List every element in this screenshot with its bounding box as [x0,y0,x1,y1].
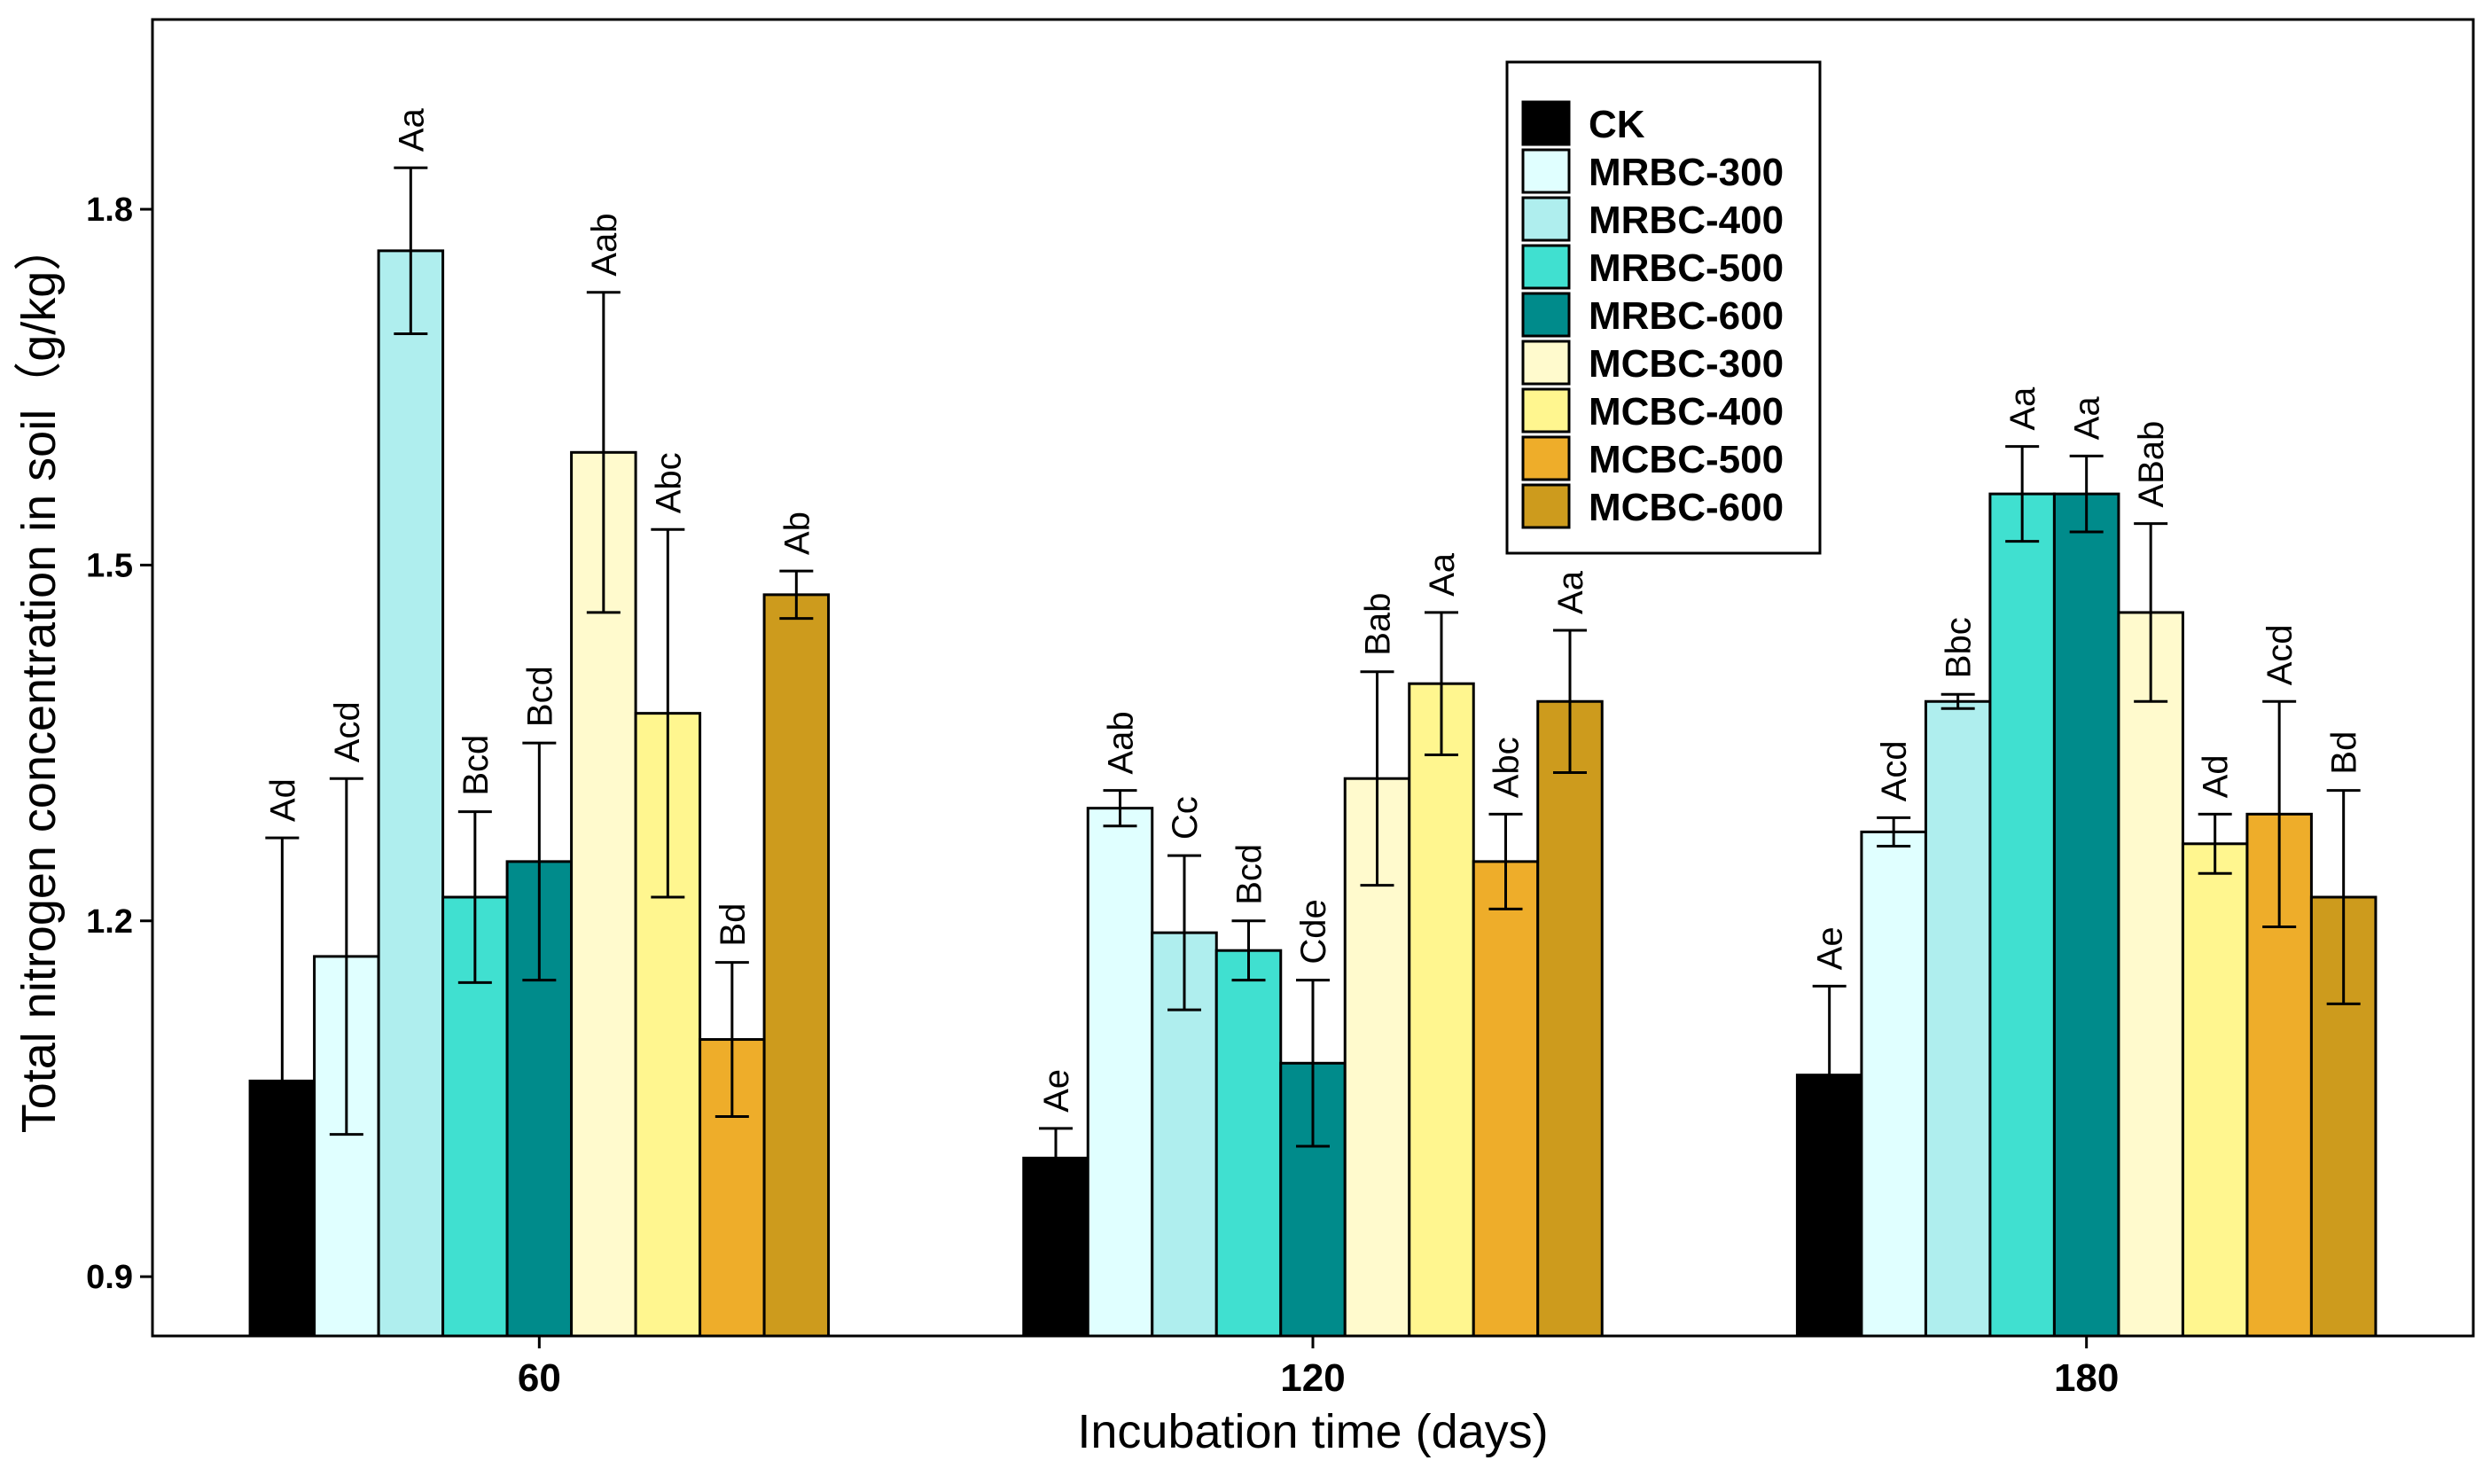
bar [377,249,445,1338]
legend-swatch [1521,148,1571,194]
error-bars-layer [265,166,2361,1326]
legend-swatch [1521,196,1571,242]
bar [1860,830,1927,1338]
bar [762,593,831,1338]
legend-label: MRBC-600 [1589,294,1784,338]
legend-label: MCBC-300 [1589,342,1784,386]
bar [2181,842,2249,1338]
bar [441,895,509,1338]
significance-label: Ad [2197,754,2236,798]
y-tick-label: 1.2 [86,903,133,941]
legend-label: MCBC-400 [1589,390,1784,433]
significance-label: Cc [1166,796,1205,840]
significance-label: Aab [585,214,624,277]
bar [1472,860,1540,1338]
bar [2117,611,2184,1338]
legend-swatch [1521,435,1571,481]
bar [1536,699,1604,1338]
bar [699,1038,766,1338]
legend-label: MRBC-300 [1589,151,1784,194]
bar [1988,492,2056,1338]
legend-label: MCBC-600 [1589,486,1784,529]
bar [1924,699,1992,1338]
significance-label: Ab [777,512,816,555]
legend-label: MRBC-400 [1589,199,1784,242]
bar [1151,931,1218,1338]
y-tick-label: 1.5 [86,547,133,584]
significance-label: Bd [714,903,753,947]
significance-label: Ad [263,778,302,822]
significance-label: Bd [2325,731,2364,775]
legend-label: MCBC-500 [1589,438,1784,481]
significance-label: Cde [1294,899,1333,964]
x-axis: 60 120 180 [518,1336,2119,1400]
significance-label: Aab [1102,711,1141,774]
legend-swatch [1521,244,1571,290]
significance-label: Acd [1875,740,1914,801]
x-axis-title: Incubation time (days) [1077,1405,1548,1458]
significance-label: Acd [2261,624,2300,685]
legend-label: MRBC-500 [1589,246,1784,290]
bar [1086,807,1154,1338]
significance-label: Aa [1551,570,1590,614]
bar [2052,492,2120,1338]
data-labels-layer: Ad Acd Aa Bcd Bcd Aab Abc Bd Ab Ae Aab Cc Bcd Cde Bab A… [263,108,2363,1113]
y-axis: 0.9 1.2 1.5 1.8 [86,191,152,1296]
significance-label: Bab [1359,593,1398,656]
legend-swatch [1521,483,1571,529]
significance-label: Bbc [1940,617,1979,678]
bar [1214,949,1283,1338]
significance-label: Ae [1811,926,1850,970]
legend-swatch [1521,340,1571,386]
legend-swatch [1521,387,1571,433]
significance-label: Abc [1488,737,1527,798]
legend-swatch [1521,100,1571,146]
significance-label: Ae [1037,1069,1076,1113]
legend-label: CK [1589,103,1645,146]
bar [1408,682,1475,1338]
significance-label: Acd [328,701,367,762]
significance-label: Aa [2068,396,2107,441]
significance-label: Bcd [457,735,496,796]
y-tick-label: 0.9 [86,1259,133,1296]
x-tick-label: 60 [518,1356,561,1400]
significance-label: Abc [649,452,688,513]
legend-swatch [1521,292,1571,338]
significance-label: Bcd [520,666,559,727]
significance-label: Aa [2003,387,2042,431]
significance-label: Aa [392,108,431,152]
significance-label: Aa [1423,552,1462,597]
x-tick-label: 180 [2054,1356,2119,1400]
x-tick-label: 120 [1280,1356,1345,1400]
significance-label: Bcd [1230,844,1269,905]
legend: CK MRBC-300 MRBC-400MRBC-500MRBC-600MCBC-3… [1505,60,1822,555]
significance-label: ABab [2132,421,2171,508]
y-tick-label: 1.8 [86,191,133,229]
y-axis-title: Total nitrogen concentration in soil（g/k… [12,223,66,1134]
